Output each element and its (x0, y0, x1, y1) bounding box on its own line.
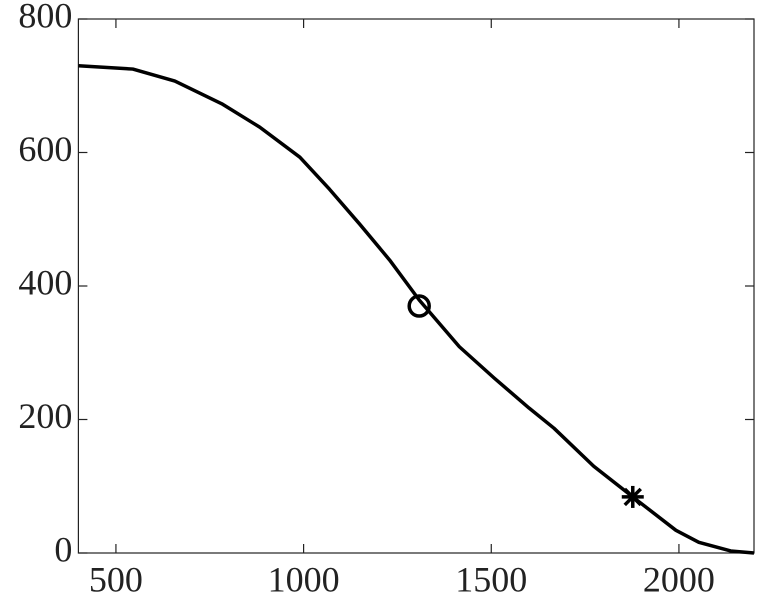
line (78, 63, 755, 555)
plot-frame (77, 18, 755, 554)
x-tick-label: 1500 (455, 559, 527, 599)
star-marker (621, 485, 644, 508)
x-tick-label: 500 (89, 559, 143, 599)
y-tick-label: 0 (54, 529, 72, 569)
y-tick-label: 200 (18, 396, 72, 436)
x-tick-label: 1000 (268, 559, 340, 599)
y-tick-label: 600 (18, 129, 72, 169)
x-tick-label: 2000 (643, 559, 715, 599)
star-stroke (623, 487, 643, 507)
y-tick-label: 800 (18, 0, 72, 35)
y-tick-label: 400 (18, 262, 72, 302)
circle-marker (407, 294, 431, 318)
